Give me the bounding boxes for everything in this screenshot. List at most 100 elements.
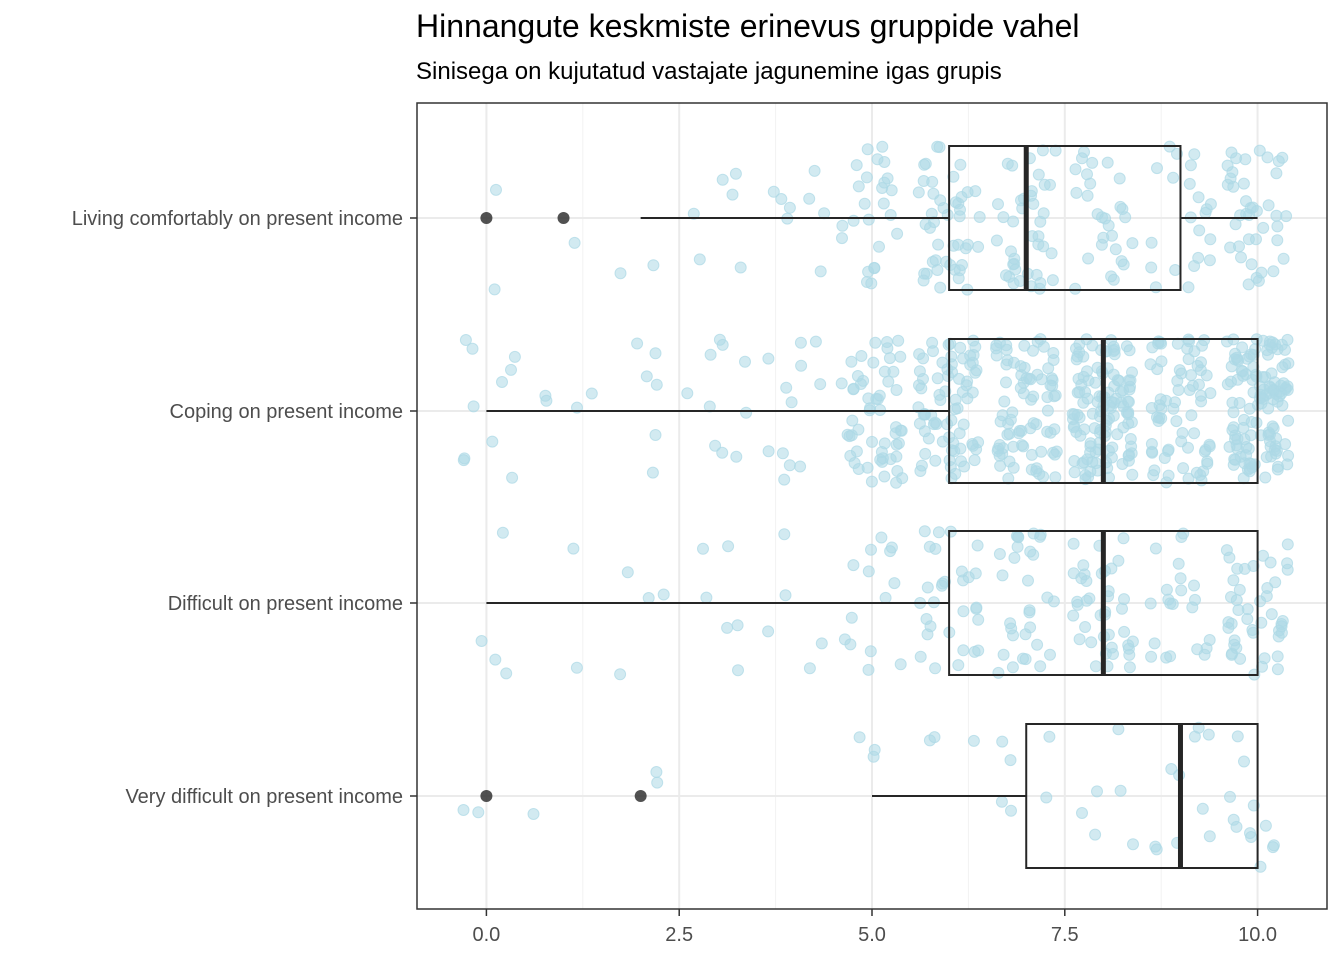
jitter-point bbox=[1182, 441, 1194, 454]
jitter-point bbox=[1259, 471, 1272, 484]
jitter-point bbox=[845, 355, 858, 368]
jitter-point bbox=[873, 240, 885, 253]
jitter-point bbox=[1258, 652, 1271, 665]
jitter-point bbox=[506, 471, 519, 484]
jitter-point bbox=[1167, 402, 1180, 415]
jitter-point bbox=[973, 211, 986, 223]
jitter-point bbox=[1041, 591, 1054, 604]
jitter-point bbox=[1188, 345, 1201, 358]
jitter-point bbox=[957, 644, 970, 657]
jitter-point bbox=[1000, 343, 1013, 356]
jitter-point bbox=[836, 232, 848, 245]
jitter-point bbox=[1023, 604, 1036, 617]
jitter-points bbox=[457, 140, 1295, 873]
jitter-point bbox=[814, 378, 827, 391]
jitter-point bbox=[1105, 334, 1118, 347]
jitter-point bbox=[496, 376, 508, 388]
jitter-point bbox=[955, 191, 968, 203]
jitter-point bbox=[1279, 343, 1291, 356]
jitter-point bbox=[929, 454, 942, 467]
jitter-point bbox=[993, 449, 1006, 462]
jitter-point bbox=[1038, 178, 1051, 191]
jitter-point bbox=[1126, 468, 1139, 481]
jitter-point bbox=[1091, 785, 1103, 798]
jitter-point bbox=[1149, 281, 1162, 294]
jitter-point bbox=[1266, 420, 1279, 433]
jitter-point bbox=[767, 185, 780, 198]
jitter-point bbox=[1276, 151, 1289, 164]
jitter-point bbox=[1027, 197, 1040, 210]
jitter-point bbox=[631, 337, 644, 350]
jitter-point bbox=[1281, 557, 1294, 570]
jitter-point bbox=[1007, 215, 1020, 228]
jitter-point bbox=[954, 158, 967, 171]
jitter-point bbox=[850, 159, 863, 172]
jitter-point bbox=[1222, 621, 1235, 634]
jitter-point bbox=[1078, 146, 1090, 158]
jitter-point bbox=[1265, 608, 1278, 621]
jitter-point bbox=[642, 592, 655, 604]
jitter-point bbox=[1171, 374, 1184, 387]
jitter-point bbox=[1076, 807, 1088, 819]
jitter-point bbox=[778, 528, 791, 541]
jitter-point bbox=[925, 207, 938, 220]
jitter-point bbox=[883, 352, 896, 365]
jitter-point bbox=[729, 167, 742, 180]
jitter-point bbox=[1246, 624, 1259, 636]
jitter-point bbox=[1089, 376, 1102, 389]
jitter-point bbox=[926, 255, 939, 268]
jitter-point bbox=[1089, 828, 1102, 841]
jitter-point bbox=[527, 808, 540, 820]
jitter-point bbox=[992, 666, 1005, 679]
jitter-point bbox=[867, 750, 880, 763]
jitter-point bbox=[585, 387, 598, 400]
jitter-point bbox=[894, 658, 907, 671]
jitter-point bbox=[1121, 395, 1134, 408]
jitter-point bbox=[1188, 427, 1201, 440]
jitter-point bbox=[1017, 440, 1030, 453]
jitter-point bbox=[1192, 191, 1205, 204]
jitter-point bbox=[944, 259, 957, 271]
jitter-point bbox=[1225, 146, 1238, 159]
jitter-point bbox=[1267, 384, 1280, 397]
jitter-point bbox=[952, 659, 965, 672]
jitter-point bbox=[1195, 395, 1208, 408]
jitter-point bbox=[687, 207, 700, 220]
jitter-point bbox=[967, 334, 980, 347]
jitter-point bbox=[539, 389, 552, 402]
jitter-point bbox=[868, 262, 881, 275]
jitter-point bbox=[1147, 469, 1160, 482]
y-tick-label: Difficult on present income bbox=[168, 593, 403, 615]
jitter-point bbox=[869, 336, 882, 349]
jitter-point bbox=[1145, 261, 1158, 274]
jitter-point bbox=[1084, 437, 1097, 450]
jitter-point bbox=[921, 581, 934, 594]
jitter-point bbox=[1126, 366, 1138, 379]
jitter-point bbox=[1267, 841, 1279, 854]
jitter-point bbox=[862, 565, 875, 578]
jitter-point bbox=[1238, 413, 1250, 426]
jitter-point bbox=[846, 414, 859, 427]
jitter-point bbox=[1271, 663, 1284, 676]
jitter-point bbox=[1276, 361, 1289, 374]
jitter-point bbox=[1177, 462, 1190, 475]
jitter-point bbox=[1236, 341, 1249, 354]
jitter-point bbox=[650, 378, 663, 391]
jitter-point bbox=[1123, 661, 1136, 674]
jitter-point bbox=[947, 437, 960, 450]
jitter-point bbox=[1185, 409, 1198, 422]
jitter-point bbox=[934, 394, 947, 406]
jitter-point bbox=[1027, 344, 1039, 357]
jitter-point bbox=[722, 540, 735, 553]
jitter-point bbox=[955, 565, 968, 578]
jitter-point bbox=[1276, 399, 1289, 412]
jitter-point bbox=[1105, 641, 1118, 654]
jitter-point bbox=[1231, 730, 1244, 743]
jitter-point bbox=[1183, 177, 1196, 190]
jitter-point bbox=[895, 424, 908, 437]
jitter-point bbox=[1228, 638, 1241, 651]
jitter-point bbox=[1006, 406, 1019, 419]
jitter-point bbox=[739, 355, 751, 368]
jitter-point bbox=[878, 470, 891, 483]
jitter-point bbox=[651, 776, 664, 789]
